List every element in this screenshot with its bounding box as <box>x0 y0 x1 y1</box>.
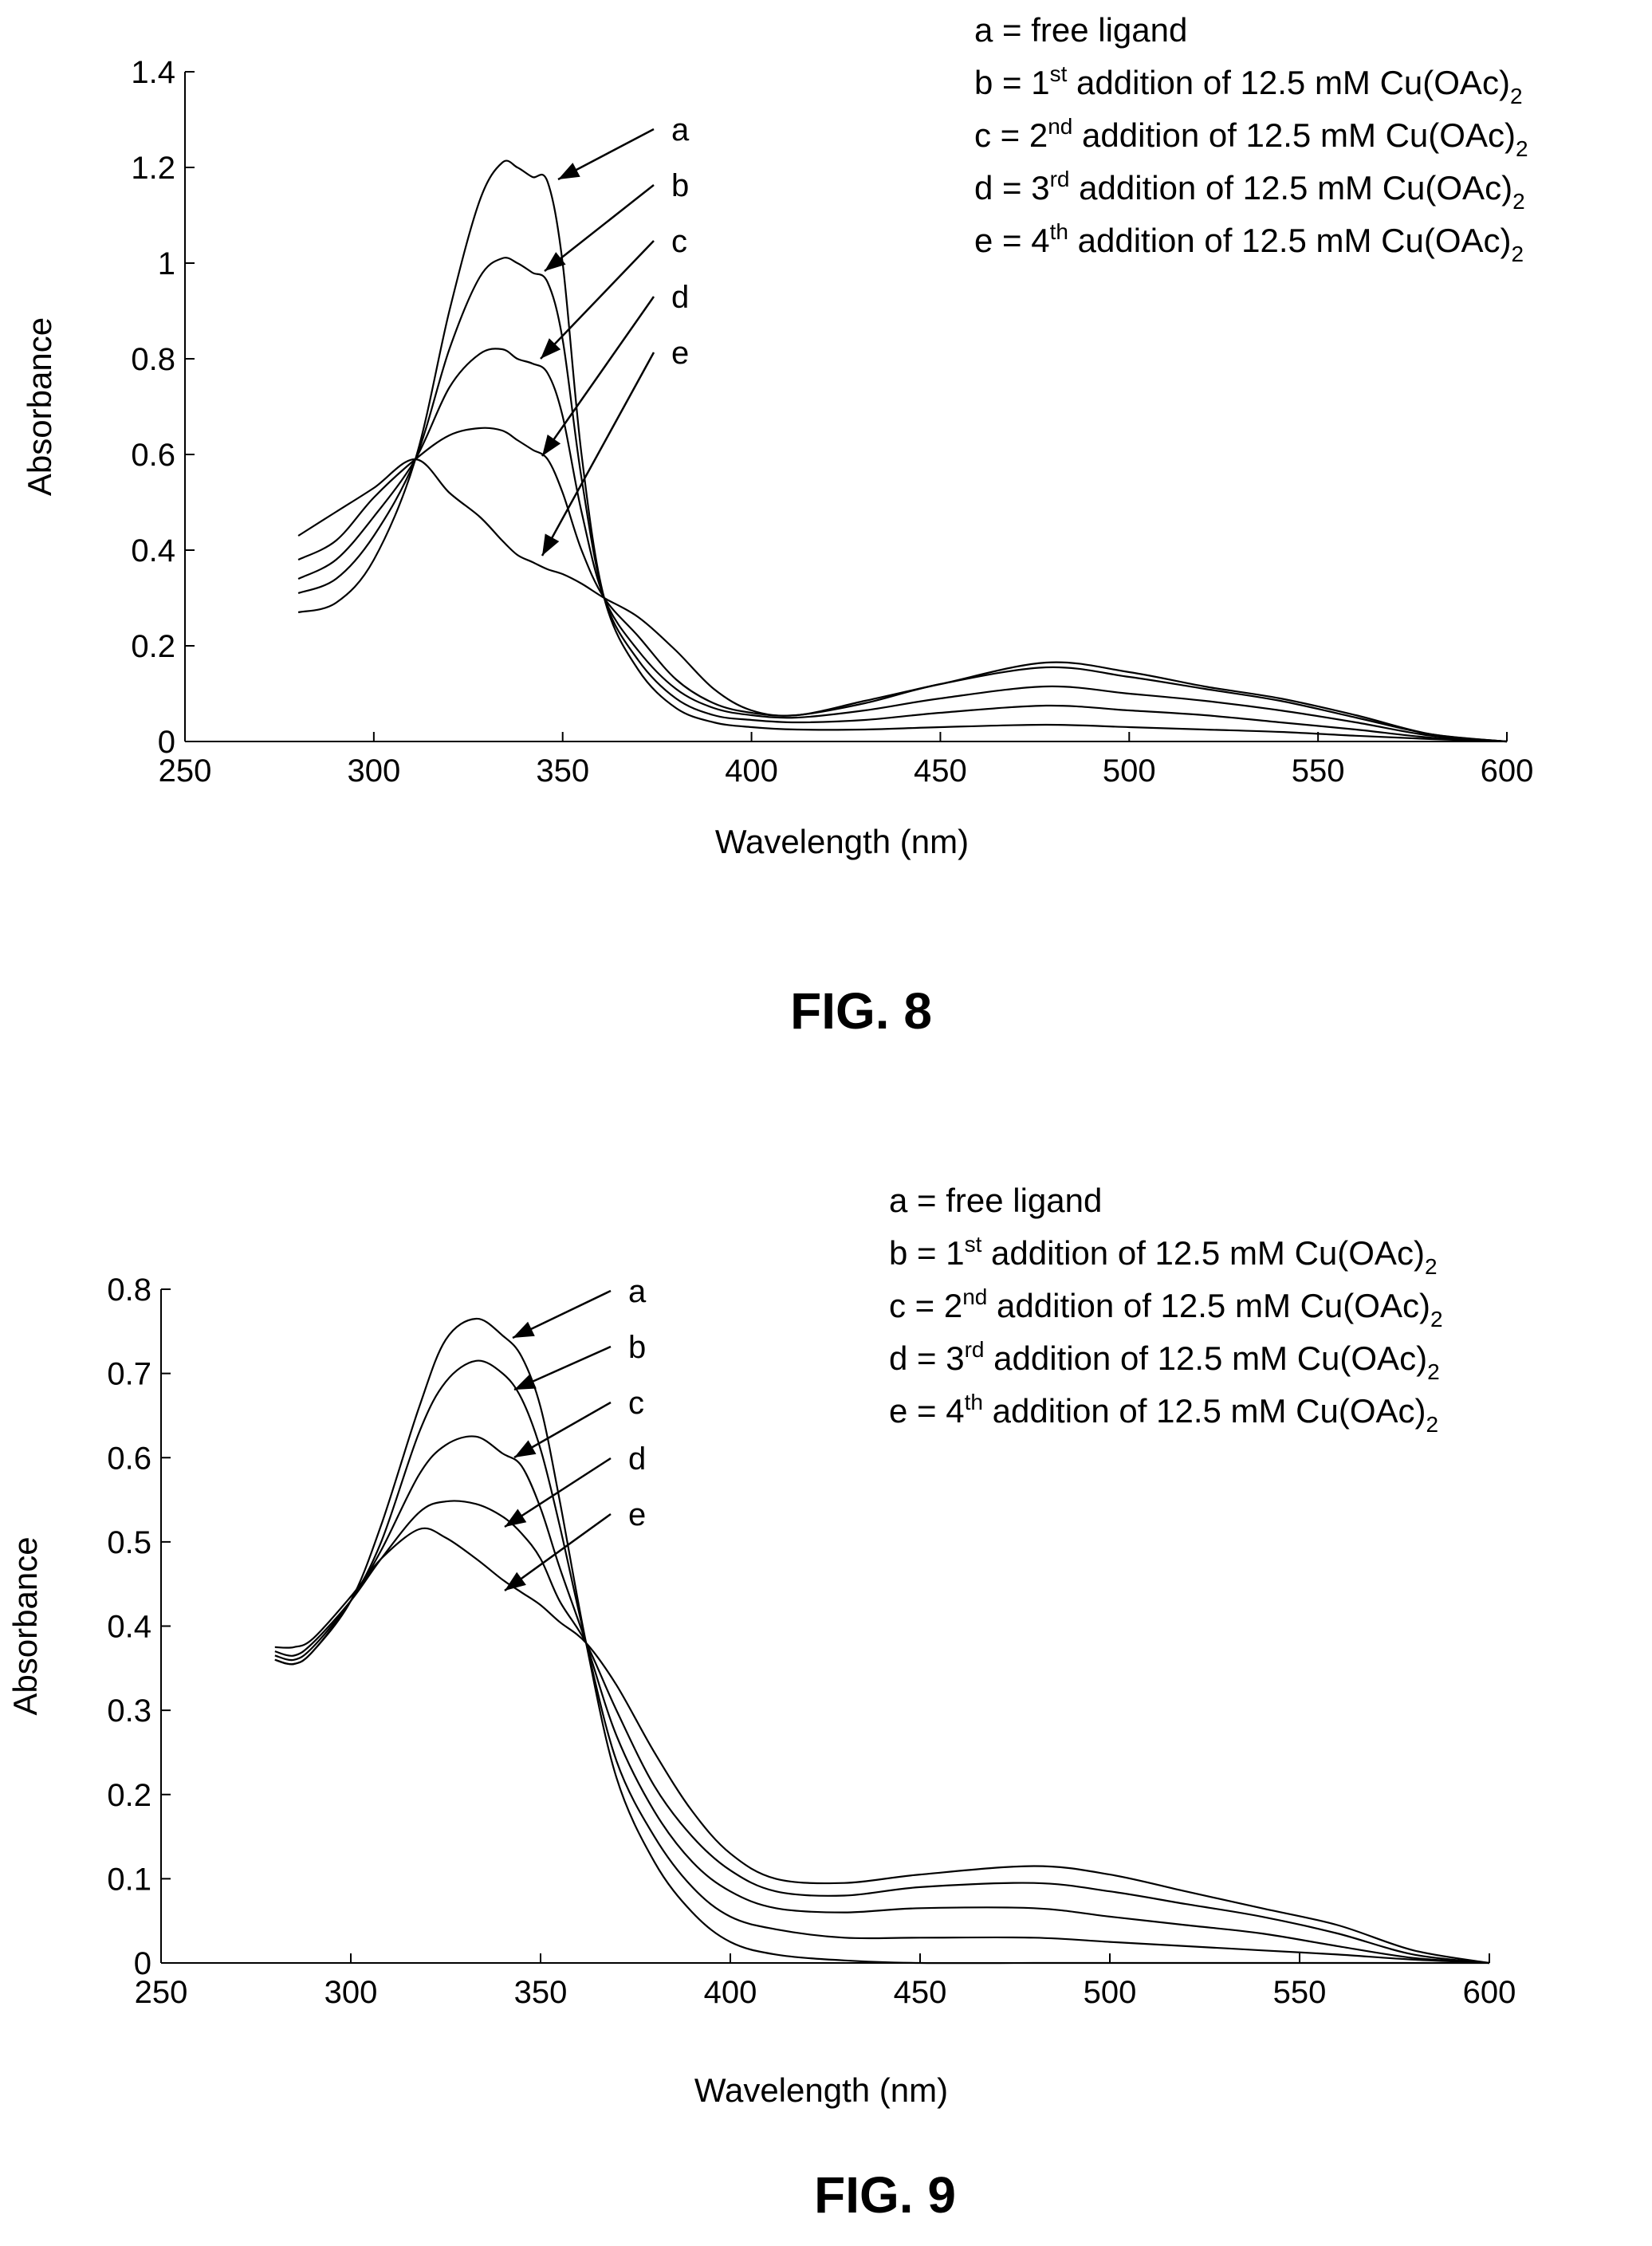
legend-entry-a: a = free ligand <box>889 1182 1102 1219</box>
arrowhead-icon <box>514 1440 537 1457</box>
y-tick-label: 0.4 <box>107 1610 151 1645</box>
curve-label-d: d <box>671 280 689 315</box>
y-tick-label: 0.5 <box>107 1525 151 1560</box>
legend-entry-a: a = free ligand <box>974 11 1187 49</box>
x-tick-label: 550 <box>1292 753 1345 789</box>
fig9-chart: 0 0.1 0.2 0.3 0.4 0.5 0.6 0.7 0.8 250 300 350 400 450… <box>6 1182 1516 2224</box>
series-line-d <box>297 427 1508 743</box>
x-tick-label: 450 <box>914 753 967 789</box>
curve-label-arrow <box>540 240 655 360</box>
arrowhead-icon <box>542 435 561 456</box>
y-tick-label: 0.6 <box>107 1441 151 1476</box>
arrowhead-icon <box>514 1374 537 1390</box>
x-tick-label: 250 <box>135 1975 188 2010</box>
curve-label-c: c <box>628 1386 644 1421</box>
series-line-c <box>297 348 1508 743</box>
y-axis-title: Absorbance <box>6 1536 44 1715</box>
legend-entry-b: b = 1st addition of 12.5 mM Cu(OAc)2 <box>889 1232 1438 1279</box>
x-axis-title: Wavelength (nm) <box>715 823 969 860</box>
figure-caption: FIG. 9 <box>814 2166 956 2224</box>
arrowhead-icon <box>541 338 561 359</box>
y-axis-title: Absorbance <box>21 317 58 496</box>
curve-label-arrow <box>541 352 655 557</box>
y-tick-label: 0.2 <box>131 629 175 664</box>
curve-label-arrow <box>504 1512 612 1592</box>
y-tick-label: 1 <box>158 246 175 281</box>
series-line-e <box>274 1527 1490 1965</box>
series-line-b <box>297 257 1508 743</box>
arrowhead-icon <box>558 163 580 179</box>
x-tick-label: 550 <box>1273 1975 1327 2010</box>
x-tick-label: 500 <box>1084 1975 1137 2010</box>
x-tick-label: 450 <box>894 1975 947 2010</box>
legend-entry-e: e = 4th addition of 12.5 mM Cu(OAc)2 <box>974 219 1524 266</box>
x-tick-label: 250 <box>159 753 212 789</box>
x-tick-label: 400 <box>704 1975 757 2010</box>
x-tick-label: 400 <box>725 753 778 789</box>
series-line-c <box>274 1435 1490 1965</box>
series-line-a <box>297 159 1508 743</box>
curve-label-arrow <box>504 1457 612 1528</box>
series-line-d <box>274 1500 1490 1965</box>
x-tick-label: 600 <box>1481 753 1534 789</box>
arrowhead-icon <box>505 1508 527 1527</box>
curve-label-e: e <box>628 1497 646 1532</box>
x-axis-title: Wavelength (nm) <box>694 2071 948 2109</box>
x-tick-label: 300 <box>347 753 400 789</box>
x-tick-label: 600 <box>1463 1975 1516 2010</box>
series-line-e <box>297 458 1508 743</box>
y-tick-label: 1.4 <box>131 55 175 90</box>
legend-entry-e: e = 4th addition of 12.5 mM Cu(OAc)2 <box>889 1390 1438 1437</box>
figure-caption: FIG. 8 <box>790 982 932 1040</box>
y-tick-label: 0.1 <box>107 1862 151 1897</box>
y-tick-label: 0.8 <box>131 342 175 377</box>
legend-entry-b: b = 1st addition of 12.5 mM Cu(OAc)2 <box>974 61 1523 108</box>
arrowhead-icon <box>513 1321 535 1338</box>
y-tick-label: 0.8 <box>107 1272 151 1308</box>
legend-entry-c: c = 2nd addition of 12.5 mM Cu(OAc)2 <box>974 114 1528 161</box>
x-tick-label: 300 <box>324 1975 378 2010</box>
arrowhead-icon <box>542 533 560 556</box>
curve-label-a: a <box>628 1274 647 1309</box>
x-tick-label: 500 <box>1103 753 1156 789</box>
series-line-a <box>274 1317 1489 1965</box>
y-tick-label: 0 <box>134 1946 151 1981</box>
curve-label-arrow <box>541 296 655 457</box>
y-tick-label: 0 <box>158 725 175 760</box>
curve-label-d: d <box>628 1442 646 1477</box>
series-line-b <box>274 1359 1490 1965</box>
y-tick-label: 0.7 <box>107 1357 151 1392</box>
y-tick-label: 0.6 <box>131 438 175 473</box>
y-tick-label: 0.2 <box>107 1778 151 1813</box>
legend-entry-d: d = 3rd addition of 12.5 mM Cu(OAc)2 <box>889 1337 1440 1384</box>
fig8-chart: 0 0.2 0.4 0.6 0.8 1 1.2 1.4 250 300 350 400 450 500 55… <box>21 11 1533 1040</box>
curve-label-c: c <box>671 224 687 259</box>
legend-entry-d: d = 3rd addition of 12.5 mM Cu(OAc)2 <box>974 167 1525 214</box>
legend-entry-c: c = 2nd addition of 12.5 mM Cu(OAc)2 <box>889 1284 1443 1331</box>
curve-label-e: e <box>671 336 689 371</box>
curve-label-arrow <box>544 184 655 272</box>
arrowhead-icon <box>545 252 566 271</box>
y-tick-label: 0.3 <box>107 1693 151 1729</box>
curve-label-a: a <box>671 112 690 148</box>
arrowhead-icon <box>505 1571 526 1591</box>
x-tick-label: 350 <box>536 753 589 789</box>
curve-label-b: b <box>671 168 689 203</box>
x-tick-label: 350 <box>514 1975 568 2010</box>
curve-label-b: b <box>628 1330 646 1365</box>
y-tick-label: 1.2 <box>131 151 175 186</box>
y-tick-label: 0.4 <box>131 533 175 568</box>
